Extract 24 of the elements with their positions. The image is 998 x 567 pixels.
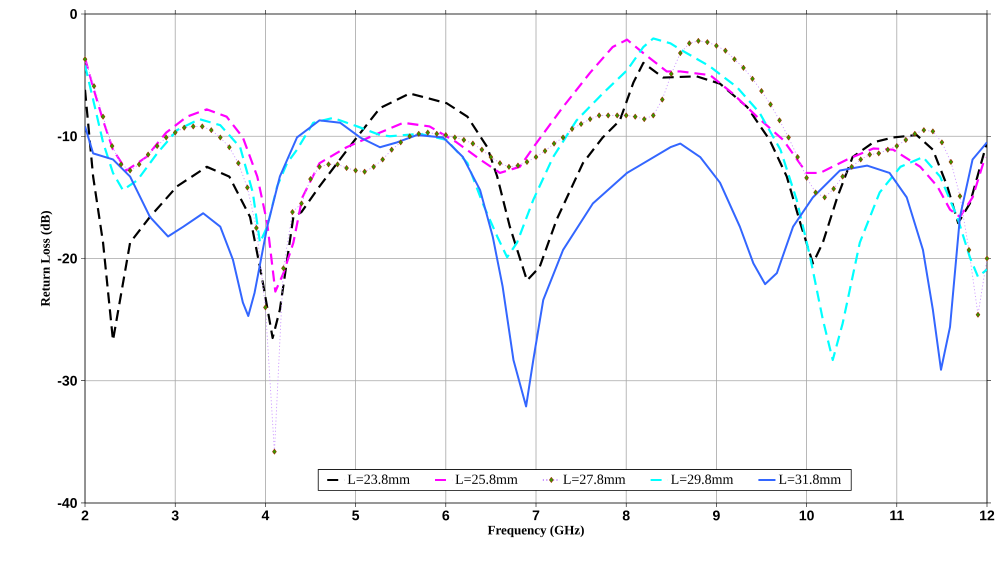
legend-label: L=29.8mm [671, 474, 734, 484]
x-tick-label: 9 [712, 510, 720, 520]
x-tick-label: 4 [262, 510, 270, 520]
y-tick-label: -20 [58, 254, 77, 264]
x-tick-label: 8 [622, 510, 630, 520]
legend-label: L=27.8mm [563, 474, 626, 484]
y-tick-label: -30 [58, 376, 77, 386]
x-axis-title: Frequency (GHz) [488, 525, 584, 538]
x-tick-label: 11 [890, 510, 904, 520]
x-tick-label: 3 [172, 510, 179, 520]
x-tick-label: 12 [980, 510, 994, 520]
y-tick-label: -40 [58, 498, 77, 508]
legend-label: L=31.8mm [778, 474, 841, 484]
x-tick-label: 6 [442, 510, 450, 520]
y-tick-label: -10 [58, 131, 77, 142]
line-series [85, 119, 987, 408]
x-tick-label: 5 [352, 510, 360, 520]
x-tick-label: 10 [800, 510, 814, 520]
legend-label: L=25.8mm [455, 474, 518, 484]
legend-label: L=23.8mm [348, 474, 410, 484]
y-axis-title: Return Loss (dB) [40, 211, 52, 306]
x-tick-label: 2 [82, 510, 88, 520]
x-tick-label: 7 [532, 510, 540, 520]
y-tick-label: 0 [70, 9, 77, 19]
